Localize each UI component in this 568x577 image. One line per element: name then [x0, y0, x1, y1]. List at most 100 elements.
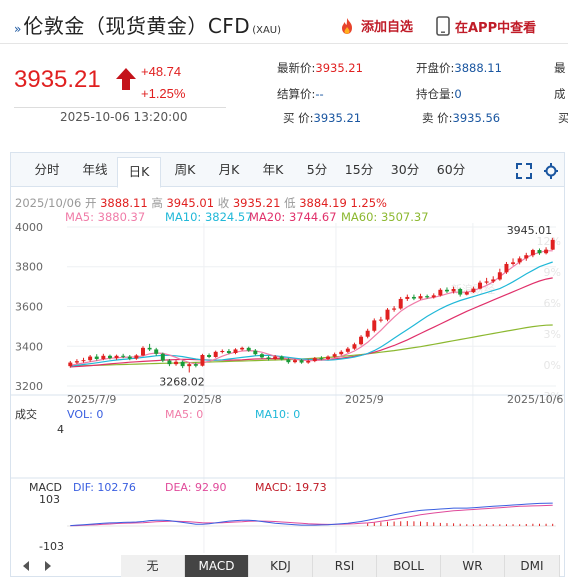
- indicator-rsi[interactable]: RSI: [313, 555, 377, 577]
- candle-body: [187, 364, 192, 367]
- title-arrow-icon: »: [14, 22, 22, 36]
- close-value: 3935.21: [232, 196, 281, 210]
- indicator-kdj[interactable]: KDJ: [249, 555, 313, 577]
- indicator-boll[interactable]: BOLL: [377, 555, 441, 577]
- stat-value: 0: [454, 87, 462, 101]
- chart-panel: 分时 年线 日K 周K 月K 年K 5分 15分 30分 60分 2025/10…: [10, 152, 565, 577]
- ohlc-summary: 2025/10/06 开 3888.11 高 3945.01 收 3935.21…: [15, 195, 387, 211]
- high-value: 3945.01: [166, 196, 215, 210]
- vol-ma5: MA5: 0: [165, 408, 203, 421]
- candle-body: [306, 360, 311, 363]
- max-price-label: 3945.01: [507, 224, 552, 237]
- indicator-wr[interactable]: WR: [441, 555, 505, 577]
- add-watchlist-button[interactable]: 添加自选: [338, 16, 413, 35]
- add-watchlist-label: 添加自选: [361, 20, 414, 35]
- candle-body: [246, 347, 251, 351]
- candle-body: [299, 360, 304, 363]
- tab-yearly-k[interactable]: 年K: [262, 162, 284, 177]
- page-subtitle: (XAU): [252, 25, 282, 36]
- macd-plot: [67, 502, 556, 527]
- tab-5min[interactable]: 5分: [306, 162, 328, 177]
- macd-title: MACD: [29, 481, 62, 494]
- candle-body: [359, 336, 364, 345]
- candle-body: [385, 309, 390, 320]
- y-tick-label: 4000: [15, 223, 43, 234]
- tab-60min[interactable]: 60分: [436, 162, 466, 177]
- candle-body: [121, 355, 126, 357]
- tab-15min[interactable]: 15分: [344, 162, 374, 177]
- dea-line: [70, 504, 553, 527]
- stat-value: --: [315, 87, 324, 101]
- tab-weekly-k[interactable]: 周K: [174, 162, 196, 177]
- candle-body: [193, 364, 198, 366]
- quote-panel: 3935.21 +48.74 +1.25% 2025-10-06 13:20:0…: [0, 44, 568, 132]
- stat-truncated-1: 最: [554, 60, 566, 76]
- close-label: 收: [217, 196, 230, 210]
- period-tabs: 分时 年线 日K 周K 月K 年K 5分 15分 30分 60分: [11, 153, 564, 188]
- candle-body: [174, 361, 179, 365]
- stat-latest: 最新价:3935.21: [277, 60, 363, 76]
- candle-body: [431, 295, 436, 298]
- candle-body: [88, 356, 93, 361]
- fullscreen-icon[interactable]: [515, 162, 533, 180]
- indicator-dmi[interactable]: DMI: [505, 555, 560, 577]
- candle-body: [438, 289, 443, 296]
- candle-body: [451, 289, 456, 292]
- candle-body: [530, 250, 535, 256]
- candle-body: [411, 296, 416, 299]
- tab-monthly-k[interactable]: 月K: [218, 162, 240, 177]
- page-title: 伦敦金（现货黄金）CFD: [23, 14, 251, 38]
- candle-body: [226, 351, 231, 354]
- x-tick-label: 2025/10/6: [507, 393, 563, 406]
- y-tick-label: 3200: [15, 380, 43, 393]
- candle-body: [392, 308, 397, 310]
- stat-label: 卖 价:: [422, 111, 453, 125]
- page-header: » 伦敦金（现货黄金）CFD (XAU) 添加自选 在APP中查看: [0, 0, 568, 44]
- stat-truncated-2: 成: [554, 86, 566, 102]
- candle-body: [240, 347, 245, 350]
- candle-body: [213, 351, 218, 357]
- ma-lines: [70, 250, 553, 368]
- view-in-app-button[interactable]: 在APP中查看: [436, 16, 536, 36]
- tab-intraday[interactable]: 分时: [34, 162, 60, 177]
- pct-axis-labels: 12% 9% 6% 3% 0% -3%: [537, 235, 561, 403]
- quote-divider: [14, 107, 226, 108]
- candle-body: [511, 262, 516, 264]
- candle-body: [339, 351, 344, 355]
- y-tick-label: 3600: [15, 300, 43, 313]
- stat-label: 买 价:: [283, 111, 314, 125]
- candle-body: [491, 279, 496, 282]
- x-tick-label: 2025/9: [345, 393, 384, 406]
- candle-body: [180, 361, 185, 367]
- tab-30min[interactable]: 30分: [390, 162, 420, 177]
- scroll-left-icon[interactable]: [19, 559, 33, 573]
- stat-label: 结算价:: [277, 87, 316, 101]
- candle-body: [273, 356, 278, 359]
- open-label: 开: [84, 196, 97, 210]
- ma60-legend: MA60: 3507.37: [341, 210, 429, 224]
- candle-body: [114, 355, 119, 359]
- indicator-macd[interactable]: MACD: [185, 555, 249, 577]
- candle-body: [504, 263, 509, 273]
- pct-tick-label: 6%: [544, 297, 561, 310]
- settings-icon[interactable]: [543, 162, 559, 180]
- ma60-line: [70, 324, 553, 367]
- tab-year-line[interactable]: 年线: [82, 162, 108, 177]
- candle-body: [550, 239, 555, 250]
- high-label: 高: [151, 196, 163, 210]
- macd-top-label: 103: [39, 493, 60, 506]
- stat-ask: 卖 价:3935.56: [422, 110, 500, 126]
- candle-body: [74, 361, 79, 363]
- scroll-right-icon[interactable]: [41, 559, 55, 573]
- ma5-legend: MA5: 3880.37: [65, 210, 146, 224]
- vol-ma10: MA10: 0: [255, 408, 300, 421]
- candle-body: [141, 347, 145, 356]
- pct-tick-label: 12%: [537, 235, 561, 248]
- candle-body: [345, 348, 350, 352]
- indicator-none[interactable]: 无: [121, 555, 185, 577]
- tab-daily-k[interactable]: 日K: [117, 157, 161, 188]
- quote-datetime: 2025-10-06 13:20:00: [60, 110, 188, 124]
- chart-grid: [11, 223, 564, 553]
- price-change: +48.74: [141, 64, 182, 79]
